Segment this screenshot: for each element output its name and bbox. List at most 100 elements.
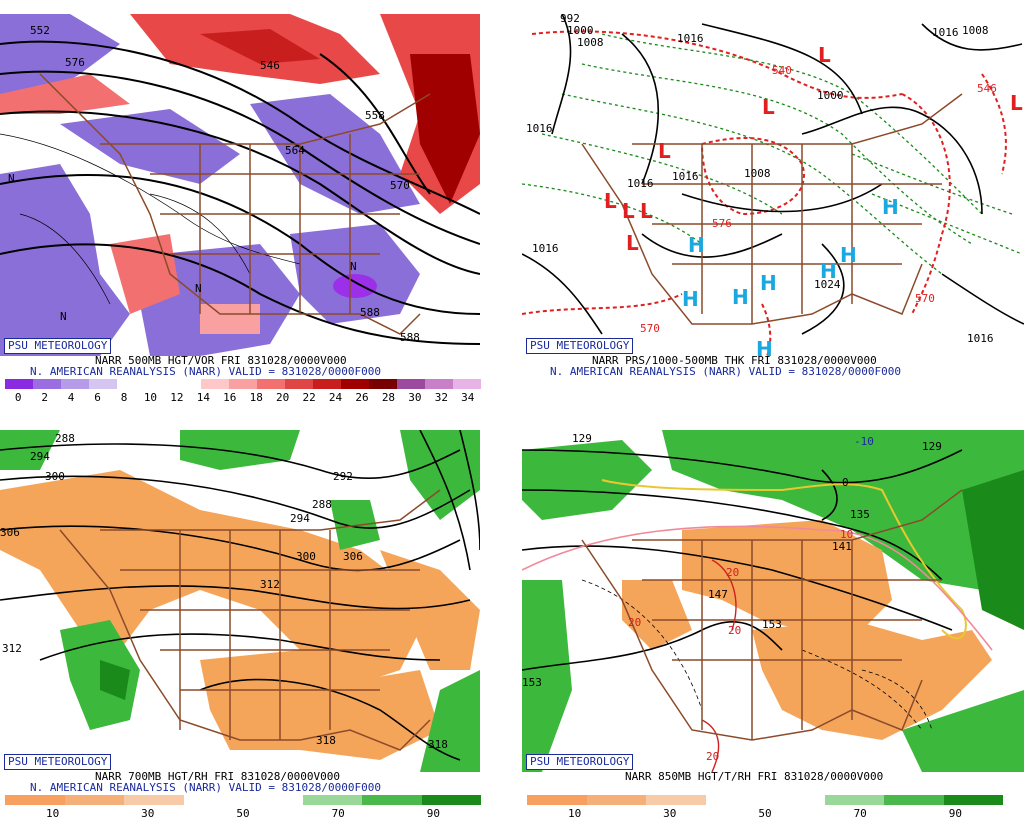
contour-label: 570 [915, 292, 935, 305]
scale-label: 10 [567, 807, 582, 820]
scale-label: 70 [331, 807, 345, 820]
scale-label: 28 [381, 391, 396, 404]
caption-title: NARR 500MB HGT/VOR FRI 831028/0000V000 [95, 354, 347, 367]
scale-swatch [425, 379, 453, 389]
scale-swatch [117, 379, 145, 389]
contour-label: 1016 [677, 32, 704, 45]
contour-label: 552 [30, 24, 50, 37]
contour-label: 294 [30, 450, 50, 463]
scale-label: 90 [426, 807, 441, 820]
psu-logo: PSU METEOROLOGY [4, 338, 112, 354]
scale-swatch [765, 795, 825, 805]
scale-swatch [824, 795, 884, 805]
panel-500mb-vorticity: 552 546 558 564 570 576 588 588 N N N N … [0, 14, 480, 356]
contour-label: 558 [365, 109, 385, 122]
caption-title: NARR PRS/1000-500MB THK FRI 831028/0000V… [592, 354, 877, 367]
high-pressure-marker: H [682, 287, 699, 311]
rh-scale-labels: 10 30 50 70 90 [5, 807, 481, 820]
contour-label: 20 [706, 750, 719, 763]
caption-subtitle: N. AMERICAN REANALYSIS (NARR) VALID = 83… [30, 365, 381, 378]
contour-label: 1000 [817, 89, 844, 102]
contour-label: 300 [45, 470, 65, 483]
contour-label: 570 [640, 322, 660, 335]
scale-swatch [145, 379, 173, 389]
scale-label: 26 [355, 391, 369, 404]
scale-label: 50 [758, 807, 772, 820]
contour-label: 288 [55, 432, 75, 445]
contour-label: 546 [260, 59, 280, 72]
scale-swatch [89, 379, 117, 389]
caption-title: NARR 700MB HGT/RH FRI 831028/0000V000 [95, 770, 341, 783]
low-pressure-marker: L [818, 43, 831, 67]
high-pressure-marker: H [760, 271, 777, 295]
neutral-symbol: N [60, 310, 67, 323]
scale-swatch [302, 795, 362, 805]
contour-label: 576 [65, 56, 85, 69]
psu-logo: PSU METEOROLOGY [526, 338, 634, 354]
contour-label: 1008 [962, 24, 989, 37]
map-500mb: 552 546 558 564 570 576 588 588 N N N N [0, 14, 480, 356]
scale-swatch [313, 379, 341, 389]
scale-label: 22 [302, 391, 316, 404]
contour-label: 300 [296, 550, 316, 563]
scale-label: 16 [223, 391, 237, 404]
contour-label: 1000 [567, 24, 594, 37]
scale-label: 8 [120, 391, 128, 404]
contour-label: 306 [0, 526, 20, 539]
scale-swatch [943, 795, 1003, 805]
scale-swatch [421, 795, 481, 805]
high-pressure-marker: H [688, 233, 705, 257]
scale-swatch [243, 795, 303, 805]
contour-label: 153 [762, 618, 782, 631]
scale-label: 50 [236, 807, 250, 820]
caption-title: NARR 850MB HGT/T/RH FRI 831028/0000V000 [625, 770, 884, 783]
high-pressure-marker: H [882, 195, 899, 219]
contour-label: 141 [832, 540, 852, 553]
contour-label: 292 [333, 470, 353, 483]
contour-label: 1008 [577, 36, 604, 49]
caption-subtitle: N. AMERICAN REANALYSIS (NARR) VALID = 83… [550, 365, 901, 378]
contour-label: 312 [260, 578, 280, 591]
scale-label: 30 [663, 807, 677, 820]
panel-pressure-thickness: 992 1000 1008 1016 1016 1016 1008 1016 1… [522, 14, 1024, 356]
scale-label: 14 [196, 391, 210, 404]
panel-700mb-rh: 288 294 300 306 312 318 318 288 294 292 … [0, 430, 480, 772]
contour-label: 306 [343, 550, 363, 563]
contour-label: 1016 [967, 332, 994, 345]
contour-label: 576 [712, 217, 732, 230]
neutral-symbol: N [350, 260, 357, 273]
scale-swatch [5, 795, 65, 805]
rh-scale-labels: 10 30 50 70 90 [527, 807, 1003, 820]
scale-swatch [229, 379, 257, 389]
scale-swatch [257, 379, 285, 389]
scale-swatch [61, 379, 89, 389]
caption-subtitle: N. AMERICAN REANALYSIS (NARR) VALID = 83… [30, 781, 381, 794]
contour-label: 318 [428, 738, 448, 751]
contour-label: 564 [285, 144, 305, 157]
contour-label: 1016 [932, 26, 959, 39]
scale-label: 12 [170, 391, 184, 404]
vorticity-color-scale [5, 379, 481, 389]
scale-label: 10 [45, 807, 60, 820]
scale-swatch [884, 795, 944, 805]
panel-850mb-t-rh: 129 -10 0 135 141 147 153 153 10 20 20 2… [522, 430, 1024, 772]
contour-label: 540 [772, 64, 792, 77]
high-pressure-marker: H [756, 337, 773, 356]
scale-swatch [341, 379, 369, 389]
scale-swatch [5, 379, 33, 389]
contour-label: 588 [400, 331, 420, 344]
neutral-symbol: N [8, 172, 15, 185]
contour-label: 570 [390, 179, 410, 192]
low-pressure-marker: L [626, 231, 639, 255]
high-pressure-marker: H [732, 285, 749, 309]
scale-swatch [705, 795, 765, 805]
scale-swatch [453, 379, 481, 389]
contour-label: 1016 [672, 170, 699, 183]
scale-swatch [646, 795, 706, 805]
scale-label: 18 [249, 391, 263, 404]
low-pressure-marker: L [604, 189, 617, 213]
scale-label: 0 [14, 391, 22, 404]
map-700mb: 288 294 300 306 312 318 318 288 294 292 … [0, 430, 480, 772]
scale-swatch [124, 795, 184, 805]
scale-label: 2 [41, 391, 48, 404]
